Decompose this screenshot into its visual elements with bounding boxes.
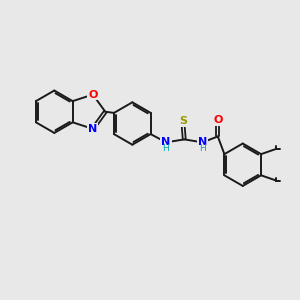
Text: N: N [88, 124, 98, 134]
Text: N: N [198, 137, 207, 147]
Text: S: S [179, 116, 187, 126]
Text: O: O [88, 90, 98, 100]
Text: N: N [161, 137, 171, 147]
Text: H: H [162, 144, 169, 153]
Text: O: O [213, 115, 223, 125]
Text: H: H [199, 144, 206, 153]
